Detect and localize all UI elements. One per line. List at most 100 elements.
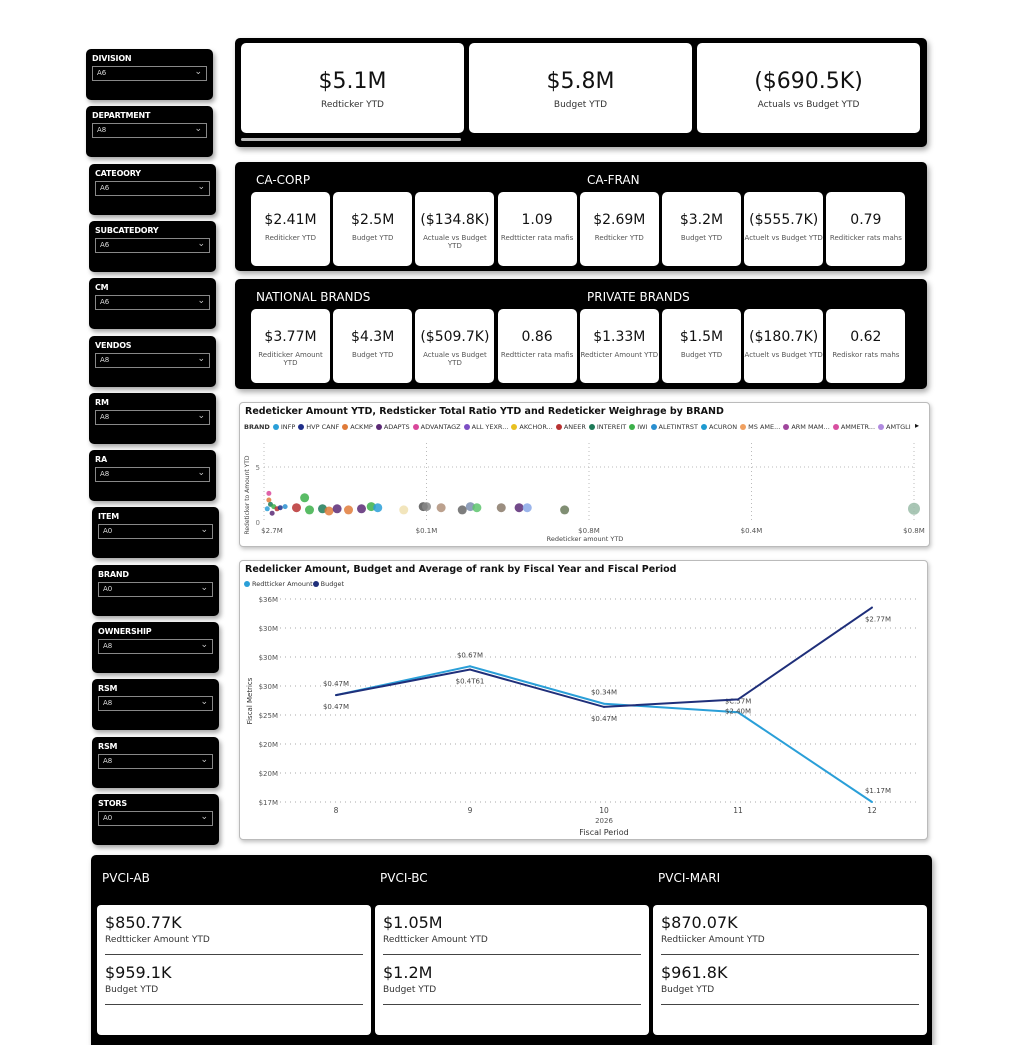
chevron-down-icon: ⌄ xyxy=(197,353,205,364)
scrollbar[interactable] xyxy=(241,138,461,141)
legend-dot xyxy=(783,424,790,430)
data-label: $0.47M xyxy=(591,715,617,723)
slicer-dropdown[interactable]: A0 ⌄ xyxy=(98,581,213,597)
region-title: CA-CORP xyxy=(256,173,311,187)
legend-dot xyxy=(740,424,747,430)
y-tick-label: $20M xyxy=(259,770,278,778)
legend-next-icon[interactable]: ▸ xyxy=(914,421,919,430)
x-tick-label: 8 xyxy=(334,806,339,815)
legend-item[interactable]: ACKMP xyxy=(350,423,373,431)
slicer-dropdown[interactable]: A8 ⌄ xyxy=(98,753,213,769)
metric-value: $2.69M xyxy=(593,212,646,228)
slicer-label: BRAND xyxy=(98,569,129,579)
slicer-dropdown[interactable]: A6 ⌄ xyxy=(95,237,210,253)
slicer-item: ITEM A0 ⌄ xyxy=(92,507,219,559)
legend-item[interactable]: Budget xyxy=(320,580,345,588)
slicer-value: A6 xyxy=(100,240,110,249)
x-tick-label: $2.7M xyxy=(261,527,283,535)
legend-title: BRAND xyxy=(244,423,270,431)
metric-value: $1.33M xyxy=(593,329,646,345)
slicer-subcatedory: SUBCATEDORY A6 ⌄ xyxy=(89,220,216,272)
slicer-label: DEPARTMENT xyxy=(92,111,151,121)
slicer-label: ITEM xyxy=(98,512,120,522)
slicer-brand: BRAND A0 ⌄ xyxy=(92,564,219,616)
line-chart: Redelicker Amount, Budget and Average of… xyxy=(239,560,928,840)
legend-item[interactable]: Redtticker Amount xyxy=(252,580,313,588)
data-label: $1.17M xyxy=(865,787,891,795)
legend-item[interactable]: AMTGLI xyxy=(886,423,911,431)
slicer-stors: STORS A0 ⌄ xyxy=(92,793,219,845)
scatter-point xyxy=(399,505,409,515)
chevron-down-icon: ⌄ xyxy=(197,181,205,192)
metric-value: $2.5M xyxy=(351,212,395,228)
slicer-division: DIVISION A6 ⌄ xyxy=(86,49,213,100)
slicer-value: A0 xyxy=(103,813,113,822)
legend-item[interactable]: AKCHOR... xyxy=(519,423,553,431)
slicer-dropdown[interactable]: A6 ⌄ xyxy=(95,295,210,311)
legend-item[interactable]: ARM MAM... xyxy=(791,423,830,431)
legend-item[interactable]: ALETINTRST xyxy=(658,423,699,431)
data-label: $2.77M xyxy=(865,616,891,624)
legend-item[interactable]: AMMETR... xyxy=(840,423,876,431)
metric-card: $4.3M Budget YTD xyxy=(333,309,413,383)
scatter-point xyxy=(457,505,467,515)
slicer-dropdown[interactable]: A8 ⌄ xyxy=(98,696,213,712)
legend-item[interactable]: HVP CANF xyxy=(306,423,340,431)
x-tick-label: $0.8M xyxy=(903,527,925,535)
slicer-dropdown[interactable]: A8 ⌄ xyxy=(92,123,207,139)
legend-item[interactable]: ADVANTAGZ xyxy=(420,423,461,431)
slicer-dropdown[interactable]: A8 ⌄ xyxy=(98,639,213,654)
chevron-down-icon: ⌄ xyxy=(197,238,205,249)
slicer-dropdown[interactable]: A0 ⌄ xyxy=(98,810,213,826)
series-line xyxy=(335,665,873,803)
slicer-value: A8 xyxy=(103,756,113,765)
slicer-dropdown[interactable]: A6 ⌄ xyxy=(95,180,210,196)
scatter-point xyxy=(373,503,383,513)
legend-dot xyxy=(342,424,349,430)
pvci-title: PVCI-MARI xyxy=(658,871,721,885)
kpi-card: ($690.5K) Actuals vs Budget YTD xyxy=(697,43,920,133)
legend-item[interactable]: ACURON xyxy=(709,423,738,431)
chevron-down-icon: ⌄ xyxy=(200,582,208,593)
x-tick-label: 11 xyxy=(733,806,743,815)
legend-item[interactable]: ADAPTS xyxy=(383,423,410,431)
chevron-down-icon: ⌄ xyxy=(200,525,208,536)
chevron-down-icon: ⌄ xyxy=(200,754,208,765)
kpi-card: $5.1M Redticker YTD xyxy=(241,43,464,133)
slicer-dropdown[interactable]: A8 ⌄ xyxy=(95,352,210,368)
line-plot: $36M $30M $30M $30M $25M $20M $20M $17M 8 9 10 11 12… xyxy=(246,596,920,837)
scatter-point xyxy=(908,502,920,515)
legend-item[interactable]: MS AME... xyxy=(748,423,781,431)
metric-card: 0.79 Rediticker rats mahs xyxy=(826,192,906,266)
metric-value: 1.09 xyxy=(521,212,553,228)
slicer-dropdown[interactable]: A8 ⌄ xyxy=(95,409,210,425)
metric-card: $3.2M Budget YTD xyxy=(662,192,741,266)
chevron-down-icon: ⌄ xyxy=(194,67,202,77)
legend-item[interactable]: IWI xyxy=(637,423,648,431)
legend-item[interactable]: ANEER xyxy=(563,423,586,431)
metric-label: Actuale vs Budget YTD xyxy=(423,351,487,367)
legend-item[interactable]: INFP xyxy=(280,423,296,431)
slicer-label: VENDOS xyxy=(95,340,132,350)
metric-value: $3.77M xyxy=(264,329,317,345)
scatter-point xyxy=(282,504,288,510)
legend-dot xyxy=(298,424,305,430)
slicer-dropdown[interactable]: A0 ⌄ xyxy=(98,524,213,540)
metric-label: Actuale vs Budget YTD xyxy=(423,234,487,250)
slicer-label: RSM xyxy=(98,684,118,694)
metric-card: ($509.7K) Actuale vs Budget YTD xyxy=(415,309,495,383)
slicer-label: CM xyxy=(95,283,109,293)
legend-item[interactable]: INTEREIT xyxy=(596,423,627,431)
slicer-dropdown[interactable]: A8 ⌄ xyxy=(95,467,210,483)
scatter-point xyxy=(514,503,524,513)
pvci-label: Budget YTD xyxy=(661,985,715,995)
x-tick-label: $0.1M xyxy=(416,527,438,535)
pvci-label: Redtticker Amount YTD xyxy=(383,935,488,945)
chevron-down-icon: ⌄ xyxy=(194,124,202,135)
pvci-title: PVCI-AB xyxy=(102,871,150,885)
legend-item[interactable]: ALL YEXR... xyxy=(471,423,509,431)
slicer-value: A0 xyxy=(103,584,113,593)
slicer-label: SUBCATEDORY xyxy=(95,225,159,235)
slicer-dropdown[interactable]: A6 ⌄ xyxy=(92,66,207,81)
metric-label: Budget YTD xyxy=(352,234,394,242)
